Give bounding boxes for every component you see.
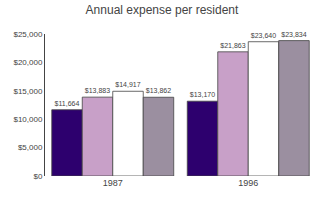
svg-text:$15,000: $15,000 (13, 87, 42, 96)
svg-text:$23,834: $23,834 (281, 31, 306, 38)
svg-text:1996: 1996 (238, 178, 258, 188)
svg-text:$14,917: $14,917 (115, 81, 140, 88)
svg-text:$10,000: $10,000 (13, 115, 42, 124)
svg-text:1987: 1987 (103, 178, 123, 188)
svg-text:$0: $0 (33, 172, 42, 181)
svg-text:Annual expense per resident: Annual expense per resident (86, 3, 239, 17)
svg-text:$13,883: $13,883 (85, 87, 110, 94)
svg-text:$13,170: $13,170 (190, 91, 215, 98)
svg-text:$13,862: $13,862 (146, 87, 171, 94)
svg-text:$23,640: $23,640 (251, 32, 276, 39)
svg-text:$21,863: $21,863 (220, 42, 245, 49)
svg-text:$5,000: $5,000 (18, 143, 43, 152)
svg-text:$11,664: $11,664 (55, 100, 80, 107)
svg-text:$20,000: $20,000 (13, 58, 42, 67)
svg-text:$25,000: $25,000 (13, 30, 42, 39)
